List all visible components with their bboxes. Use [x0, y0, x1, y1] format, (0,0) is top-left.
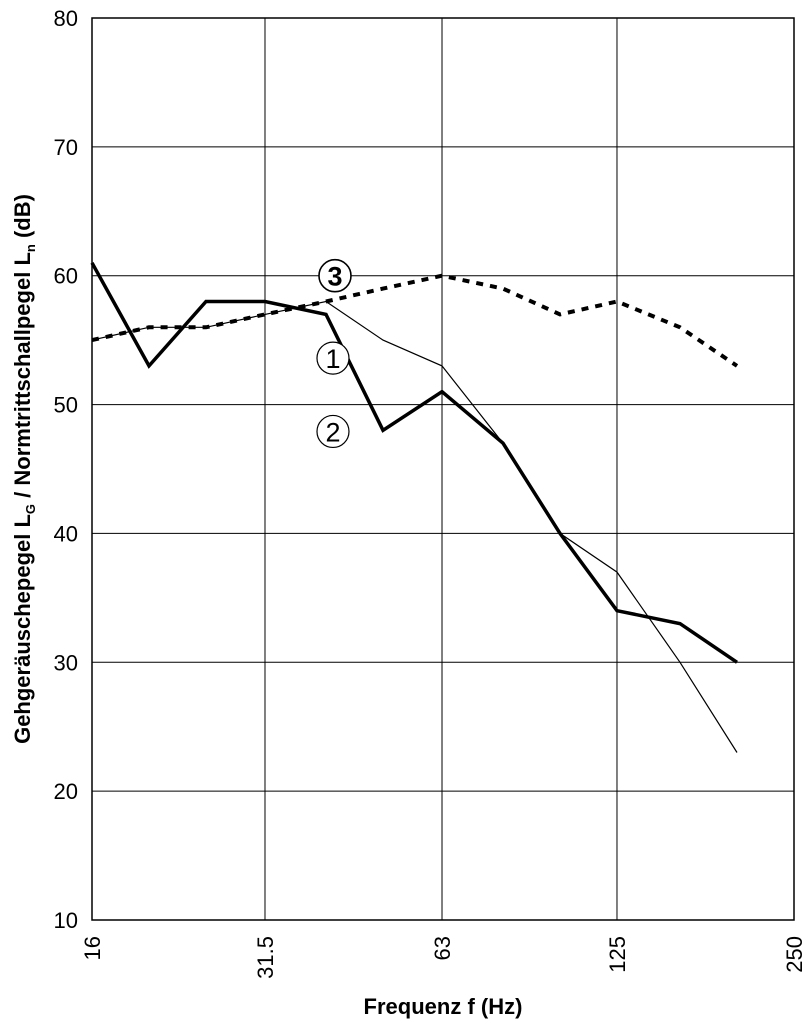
y-axis-title-end: (dB)	[10, 194, 35, 244]
x-tick-labels: 16 31.5 63 125 250	[80, 936, 805, 979]
y-tick-labels: 10 20 30 40 50 60 70 80	[54, 6, 78, 933]
y-tick-label: 80	[54, 6, 78, 31]
series-2-line	[90, 261, 738, 664]
annotation-circle	[316, 341, 350, 375]
annotation-label: 1	[325, 344, 340, 374]
y-axis-title: Gehgeräuschepegel LG / Normtrittschallpe…	[10, 194, 38, 744]
annotation-circle	[316, 414, 350, 449]
annotation-circle	[318, 258, 352, 293]
annotation-2: 2	[316, 414, 350, 449]
annotation-label: 2	[325, 417, 340, 447]
x-tick-label: 16	[80, 936, 105, 960]
x-tick-label: 250	[782, 936, 805, 973]
y-tick-label: 50	[54, 393, 78, 418]
y-tick-label: 60	[54, 264, 78, 289]
series-layer	[90, 261, 739, 753]
x-tick-label: 31.5	[253, 936, 278, 979]
annotation-3: 3	[318, 258, 352, 293]
annotation-label: 3	[327, 262, 342, 292]
x-tick-label: 125	[605, 936, 630, 973]
annotation-1: 1	[316, 341, 350, 375]
y-axis-title-sub-g: G	[23, 504, 38, 514]
y-tick-label: 20	[54, 779, 78, 804]
x-tick-label: 63	[430, 936, 455, 960]
y-axis-title-sub-n: n	[23, 244, 38, 252]
plot-frame	[91, 17, 795, 921]
x-axis-title: Frequenz f (Hz)	[364, 994, 523, 1019]
grid	[91, 17, 795, 921]
y-tick-label: 40	[54, 521, 78, 546]
y-tick-label: 10	[54, 908, 78, 933]
y-axis-title-mid: / Normtrittschallpegel L	[10, 252, 35, 504]
y-tick-label: 30	[54, 650, 78, 675]
series-3-line	[91, 273, 739, 368]
series-1-line	[91, 300, 738, 753]
y-axis-title-main: Gehgeräuschepegel L	[10, 514, 35, 744]
y-tick-label: 70	[54, 135, 78, 160]
annotations: 1 2 3	[316, 258, 352, 449]
